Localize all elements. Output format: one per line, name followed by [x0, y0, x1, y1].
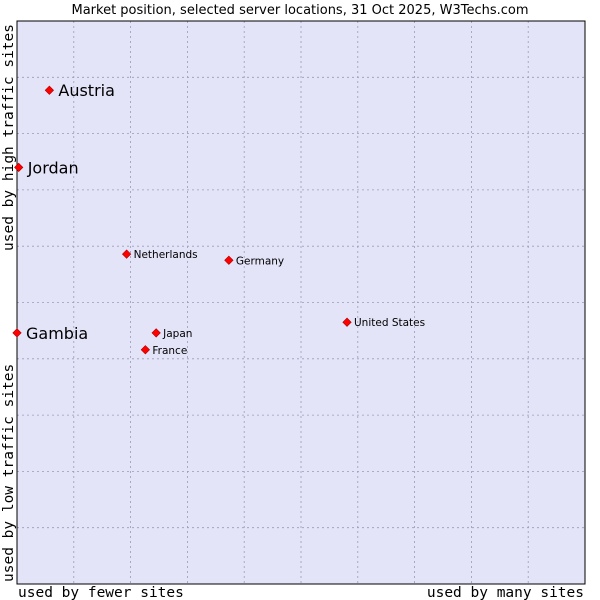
- x-axis-label-right: used by many sites: [427, 585, 584, 600]
- data-point-france: France: [140, 345, 187, 357]
- grid: [17, 21, 585, 584]
- plot-border: [16, 20, 586, 585]
- data-point-japan: Japan: [151, 328, 192, 340]
- label-france: France: [152, 345, 187, 357]
- x-axis-label-left: used by fewer sites: [18, 585, 184, 600]
- marker-france: [140, 345, 150, 355]
- chart-title: Market position, selected server locatio…: [71, 3, 528, 18]
- marker-united-states: [342, 317, 352, 327]
- marker-japan: [151, 328, 161, 338]
- label-germany: Germany: [236, 255, 284, 267]
- label-gambia: Gambia: [26, 324, 88, 343]
- data-points: Austria Jordan Gambia Netherlands Germany Uni…: [12, 81, 425, 357]
- data-point-germany: Germany: [224, 255, 284, 267]
- label-austria: Austria: [58, 81, 115, 100]
- y-axis-label-bottom: used by low traffic sites: [1, 364, 17, 582]
- marker-netherlands: [121, 249, 132, 259]
- marker-austria: [44, 85, 55, 95]
- label-netherlands: Netherlands: [134, 249, 198, 261]
- data-point-austria: Austria: [44, 81, 115, 100]
- marker-jordan: [14, 162, 24, 173]
- marker-gambia: [12, 328, 22, 338]
- data-point-united-states: United States: [342, 317, 425, 329]
- data-point-jordan: Jordan: [14, 158, 79, 177]
- data-point-gambia: Gambia: [12, 324, 88, 343]
- label-japan: Japan: [162, 328, 192, 340]
- marker-germany: [224, 255, 234, 265]
- y-axis-label-top: used by high traffic sites: [1, 24, 17, 251]
- label-jordan: Jordan: [27, 158, 79, 177]
- data-point-netherlands: Netherlands: [121, 249, 198, 261]
- label-united-states: United States: [354, 317, 425, 329]
